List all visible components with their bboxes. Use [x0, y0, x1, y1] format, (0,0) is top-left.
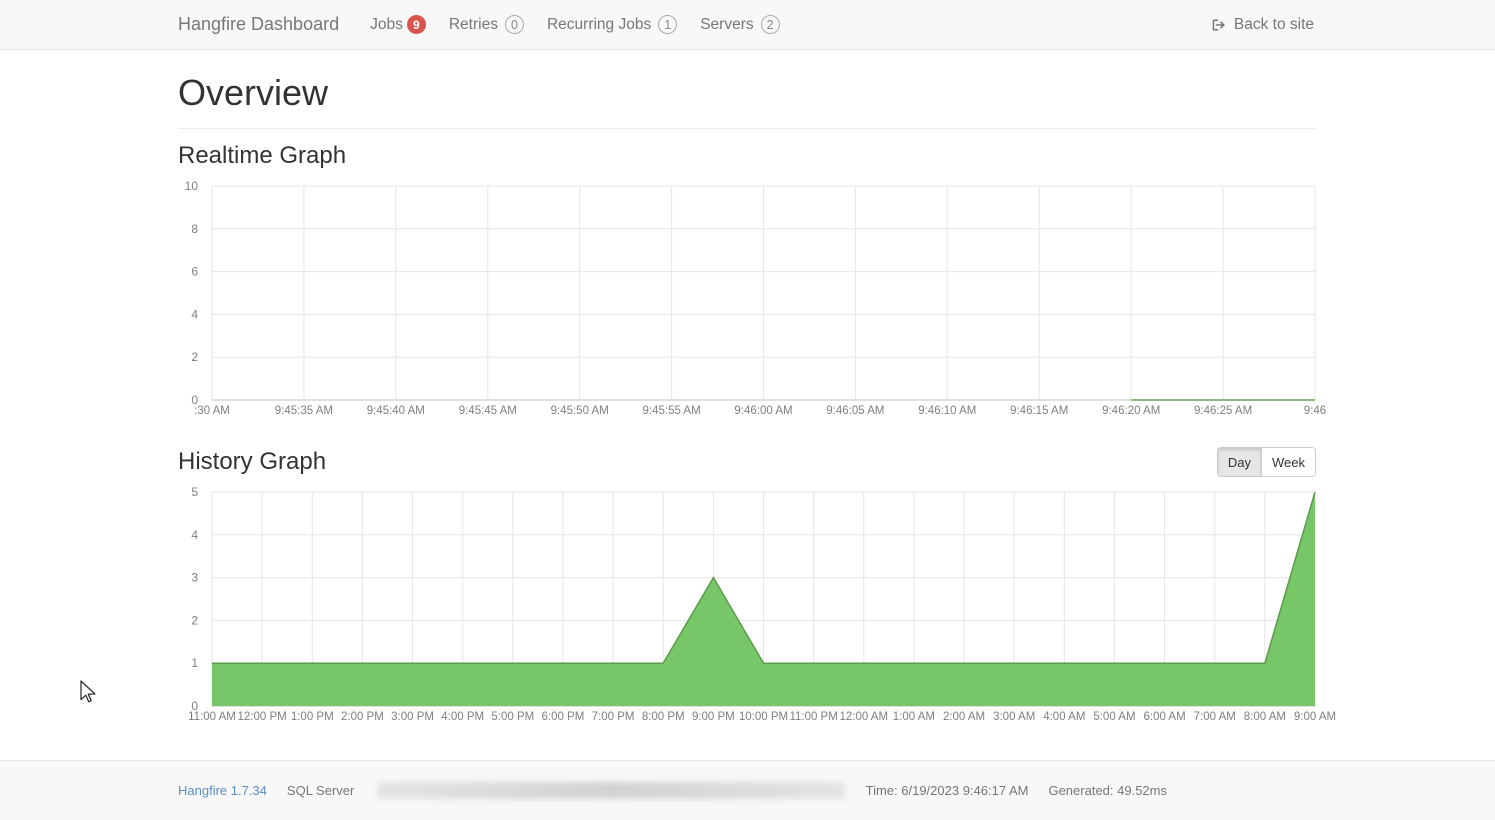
svg-text:2: 2: [191, 613, 198, 627]
svg-text:2: 2: [191, 350, 198, 364]
svg-text:5:00 PM: 5:00 PM: [491, 711, 534, 723]
svg-text:9:46: 9:46: [1304, 405, 1326, 417]
svg-text:11:00 PM: 11:00 PM: [789, 711, 837, 723]
svg-text:3: 3: [191, 571, 198, 585]
svg-text:9:00 PM: 9:00 PM: [692, 711, 735, 723]
svg-text:4: 4: [191, 307, 198, 321]
svg-text:8:00 AM: 8:00 AM: [1244, 711, 1286, 723]
svg-text:4: 4: [191, 528, 198, 542]
svg-text:3:00 AM: 3:00 AM: [993, 711, 1035, 723]
svg-text:11:00 AM: 11:00 AM: [188, 711, 236, 723]
svg-text:9:00 AM: 9:00 AM: [1294, 711, 1336, 723]
svg-text:7:00 PM: 7:00 PM: [592, 711, 635, 723]
svg-text:6:00 PM: 6:00 PM: [542, 711, 585, 723]
svg-text:9:46:00 AM: 9:46:00 AM: [734, 405, 792, 417]
svg-text:8:00 PM: 8:00 PM: [642, 711, 685, 723]
svg-text:6: 6: [191, 265, 198, 279]
svg-text:1: 1: [191, 656, 198, 670]
svg-text:9:45:35 AM: 9:45:35 AM: [275, 405, 333, 417]
svg-text:2:00 AM: 2:00 AM: [943, 711, 985, 723]
svg-text:5:00 AM: 5:00 AM: [1093, 711, 1135, 723]
svg-text:12:00 PM: 12:00 PM: [238, 711, 287, 723]
svg-text:9:45:55 AM: 9:45:55 AM: [643, 405, 701, 417]
svg-text:1:00 AM: 1:00 AM: [893, 711, 935, 723]
svg-text:9:45:40 AM: 9:45:40 AM: [367, 405, 425, 417]
svg-text:8: 8: [191, 222, 198, 236]
svg-text:4:00 PM: 4:00 PM: [441, 711, 484, 723]
svg-text:2:00 PM: 2:00 PM: [341, 711, 384, 723]
svg-text:6:00 AM: 6:00 AM: [1143, 711, 1185, 723]
svg-text:12:00 AM: 12:00 AM: [839, 711, 888, 723]
svg-text:3:00 PM: 3:00 PM: [391, 711, 434, 723]
svg-text:5: 5: [191, 485, 198, 499]
svg-text:9:46:05 AM: 9:46:05 AM: [826, 405, 884, 417]
svg-text:10:00 PM: 10:00 PM: [739, 711, 788, 723]
svg-text:4:00 AM: 4:00 AM: [1043, 711, 1085, 723]
svg-text:9:45:50 AM: 9:45:50 AM: [551, 405, 609, 417]
svg-text:10: 10: [185, 179, 199, 193]
svg-text:9:46:20 AM: 9:46:20 AM: [1102, 405, 1160, 417]
svg-text:1:00 PM: 1:00 PM: [291, 711, 334, 723]
svg-text:9:45:45 AM: 9:45:45 AM: [459, 405, 517, 417]
svg-text::30 AM: :30 AM: [194, 405, 230, 417]
svg-text:7:00 AM: 7:00 AM: [1194, 711, 1236, 723]
svg-text:9:46:10 AM: 9:46:10 AM: [918, 405, 976, 417]
svg-text:9:46:25 AM: 9:46:25 AM: [1194, 405, 1252, 417]
svg-text:9:46:15 AM: 9:46:15 AM: [1010, 405, 1068, 417]
